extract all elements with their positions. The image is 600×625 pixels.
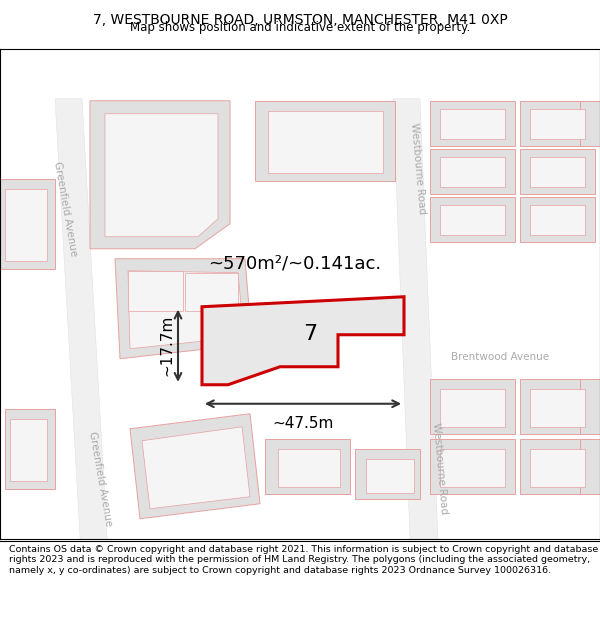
Text: Westbourne Road: Westbourne Road xyxy=(431,422,449,515)
Polygon shape xyxy=(55,99,110,589)
Bar xyxy=(520,149,595,194)
Bar xyxy=(235,319,335,367)
Bar xyxy=(440,109,505,139)
Bar xyxy=(530,389,585,427)
Text: ~47.5m: ~47.5m xyxy=(272,416,334,431)
Polygon shape xyxy=(130,414,260,519)
Text: 7, WESTBOURNE ROAD, URMSTON, MANCHESTER, M41 0XP: 7, WESTBOURNE ROAD, URMSTON, MANCHESTER,… xyxy=(92,13,508,27)
Polygon shape xyxy=(115,259,252,359)
Bar xyxy=(430,379,515,434)
Text: Greenfield Avenue: Greenfield Avenue xyxy=(87,431,113,527)
Bar xyxy=(520,197,595,242)
Polygon shape xyxy=(105,114,218,237)
Bar xyxy=(10,419,47,481)
Bar xyxy=(530,157,585,187)
Text: Map shows position and indicative extent of the property.: Map shows position and indicative extent… xyxy=(130,21,470,34)
Bar xyxy=(0,179,55,269)
Bar xyxy=(185,272,238,311)
Bar xyxy=(430,197,515,242)
Bar xyxy=(265,439,350,494)
Bar xyxy=(128,271,183,311)
Bar xyxy=(530,109,585,139)
Text: Contains OS data © Crown copyright and database right 2021. This information is : Contains OS data © Crown copyright and d… xyxy=(9,545,598,574)
Text: Brentwood Avenue: Brentwood Avenue xyxy=(451,352,549,362)
Bar xyxy=(430,149,515,194)
Bar xyxy=(268,111,383,173)
Bar xyxy=(520,101,595,146)
Polygon shape xyxy=(202,297,404,385)
Text: 7: 7 xyxy=(303,324,317,344)
Bar xyxy=(440,205,505,235)
Bar xyxy=(520,439,595,494)
Bar xyxy=(440,389,505,427)
Bar xyxy=(580,379,600,434)
Text: Greenfield Avenue: Greenfield Avenue xyxy=(52,161,78,257)
Bar xyxy=(440,449,505,487)
Polygon shape xyxy=(142,427,250,509)
Text: ~17.7m: ~17.7m xyxy=(159,315,174,376)
Bar xyxy=(580,101,600,146)
Text: ~570m²/~0.141ac.: ~570m²/~0.141ac. xyxy=(208,255,382,272)
Text: Westbourne Road: Westbourne Road xyxy=(409,122,427,215)
Bar xyxy=(530,205,585,235)
Bar xyxy=(366,459,414,492)
Bar xyxy=(430,439,515,494)
Polygon shape xyxy=(393,99,440,589)
Polygon shape xyxy=(128,271,244,349)
Bar xyxy=(580,439,600,494)
Bar xyxy=(5,189,47,261)
Bar xyxy=(430,101,515,146)
Bar xyxy=(440,157,505,187)
Bar xyxy=(255,101,395,181)
Bar xyxy=(278,449,340,487)
Bar xyxy=(5,409,55,489)
Bar xyxy=(530,449,585,487)
Bar xyxy=(520,379,595,434)
Polygon shape xyxy=(90,101,230,249)
Bar xyxy=(355,449,420,499)
